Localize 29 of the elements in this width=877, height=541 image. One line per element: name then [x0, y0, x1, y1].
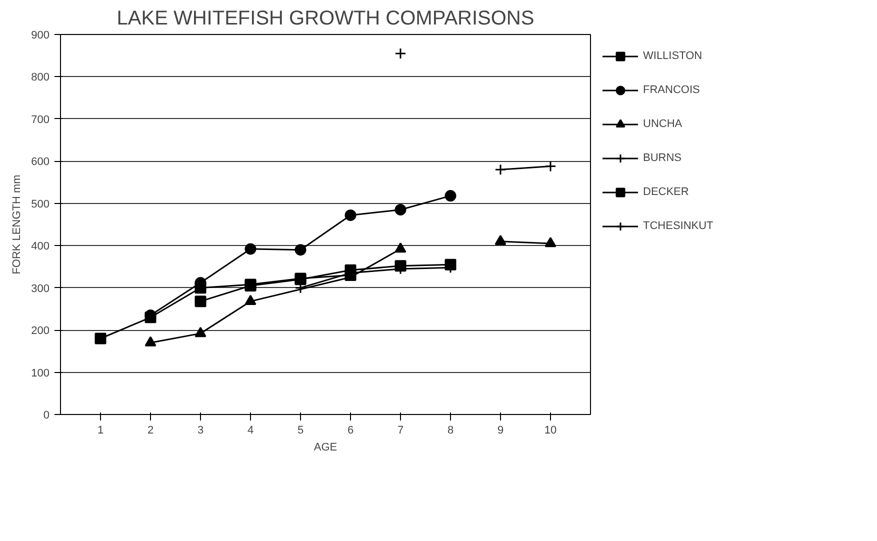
chart-title: LAKE WHITEFISH GROWTH COMPARISONS — [116, 8, 534, 30]
y-tick-label: 200 — [31, 325, 50, 338]
legend-label: WILLISTON — [643, 50, 702, 62]
x-tick-label: 3 — [197, 424, 204, 436]
x-tick-label: 8 — [447, 424, 454, 436]
x-tick-label: 1 — [97, 424, 104, 436]
x-tick-label: 7 — [397, 424, 404, 436]
x-tick-label: 10 — [544, 424, 557, 436]
x-tick-label: 4 — [247, 424, 254, 436]
legend-label: DECKER — [643, 186, 689, 198]
x-tick-label: 5 — [297, 424, 304, 436]
legend-label: TCHESINKUT — [643, 220, 714, 232]
legend-label: FRANCOIS — [643, 84, 700, 96]
y-tick-label: 100 — [31, 367, 50, 380]
y-tick-label: 400 — [31, 240, 50, 253]
x-tick-label: 6 — [347, 424, 354, 436]
y-axis-title: FORK LENGTH mm — [11, 174, 24, 274]
x-tick-label: 2 — [147, 424, 154, 436]
y-tick-label: 0 — [43, 410, 50, 422]
y-tick-label: 700 — [31, 114, 50, 126]
y-tick-label: 600 — [31, 156, 50, 168]
x-axis-title: AGE — [314, 442, 338, 454]
x-tick-label: 9 — [497, 424, 504, 436]
y-tick-label: 800 — [31, 72, 50, 84]
legend-label: BURNS — [643, 152, 682, 164]
y-tick-label: 300 — [31, 282, 50, 295]
y-tick-label: 900 — [31, 30, 50, 42]
legend-label: UNCHA — [643, 118, 682, 130]
y-tick-label: 500 — [31, 198, 50, 210]
